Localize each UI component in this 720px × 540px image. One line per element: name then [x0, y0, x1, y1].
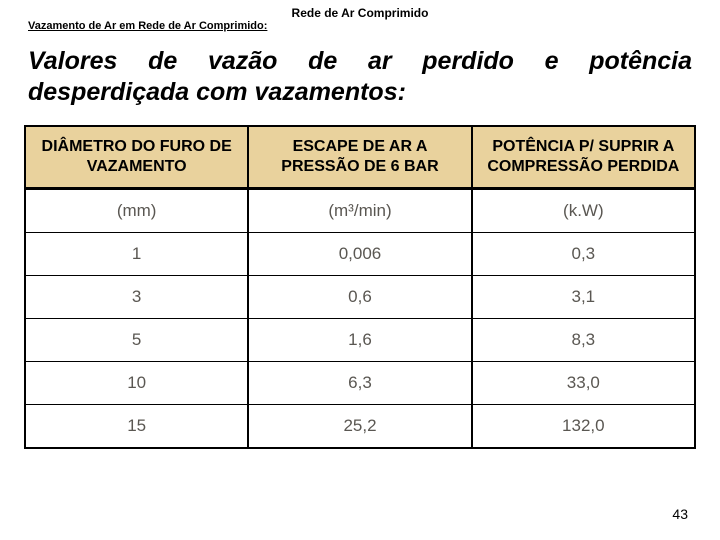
table-header-row: DIÂMETRO DO FURO DE VAZAMENTO ESCAPE DE … — [25, 126, 695, 189]
cell: (m³/min) — [248, 188, 471, 232]
cell: (k.W) — [472, 188, 695, 232]
cell: 1 — [25, 232, 248, 275]
cell: 3 — [25, 275, 248, 318]
cell: 0,006 — [248, 232, 471, 275]
cell: 15 — [25, 404, 248, 448]
cell: 1,6 — [248, 318, 471, 361]
leak-table: DIÂMETRO DO FURO DE VAZAMENTO ESCAPE DE … — [24, 125, 696, 449]
page-number: 43 — [672, 506, 688, 522]
cell: 25,2 — [248, 404, 471, 448]
cell: 5 — [25, 318, 248, 361]
header-subtitle: Vazamento de Ar em Rede de Ar Comprimido… — [0, 20, 720, 32]
table-row: 15 25,2 132,0 — [25, 404, 695, 448]
col-header-diameter: DIÂMETRO DO FURO DE VAZAMENTO — [25, 126, 248, 189]
page-title: Valores de vazão de ar perdido e potênci… — [0, 32, 720, 115]
cell: 10 — [25, 361, 248, 404]
cell: (mm) — [25, 188, 248, 232]
table-row: 5 1,6 8,3 — [25, 318, 695, 361]
cell: 8,3 — [472, 318, 695, 361]
cell: 6,3 — [248, 361, 471, 404]
col-header-escape: ESCAPE DE AR A PRESSÃO DE 6 BAR — [248, 126, 471, 189]
header-title: Rede de Ar Comprimido — [0, 0, 720, 20]
cell: 0,6 — [248, 275, 471, 318]
cell: 33,0 — [472, 361, 695, 404]
cell: 132,0 — [472, 404, 695, 448]
table-row: 10 6,3 33,0 — [25, 361, 695, 404]
col-header-power: POTÊNCIA P/ SUPRIR A COMPRESSÃO PERDIDA — [472, 126, 695, 189]
table-row: 1 0,006 0,3 — [25, 232, 695, 275]
table-row: 3 0,6 3,1 — [25, 275, 695, 318]
leak-table-wrap: DIÂMETRO DO FURO DE VAZAMENTO ESCAPE DE … — [0, 115, 720, 449]
table-row: (mm) (m³/min) (k.W) — [25, 188, 695, 232]
cell: 3,1 — [472, 275, 695, 318]
cell: 0,3 — [472, 232, 695, 275]
